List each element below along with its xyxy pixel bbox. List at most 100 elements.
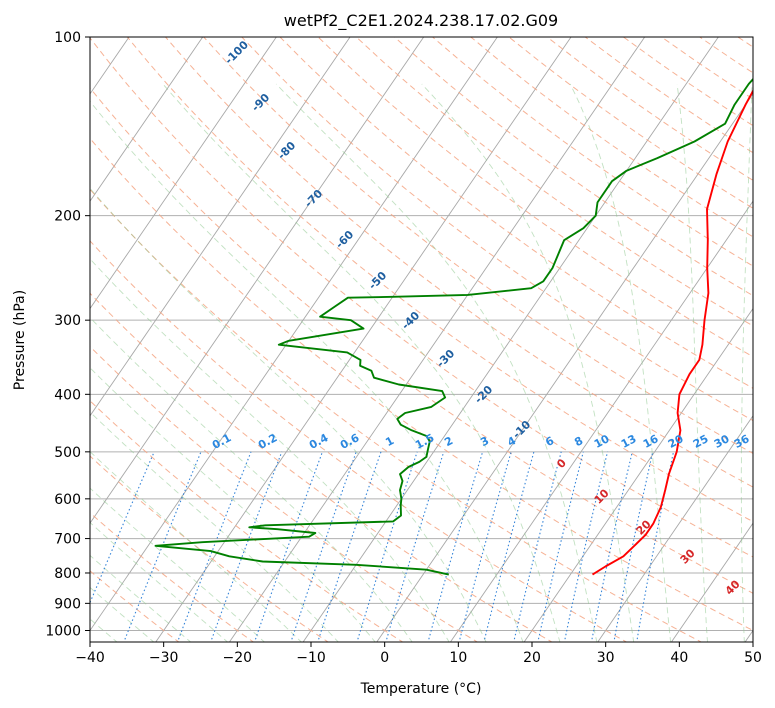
dry-adiabat-line — [699, 37, 753, 74]
isotherm-line — [90, 37, 204, 203]
dry-adiabat-label: -30 — [434, 347, 457, 370]
moist-adiabat-line — [90, 450, 302, 642]
dry-adiabat-line — [355, 37, 753, 327]
dry-adiabat-line — [546, 37, 753, 181]
dry-adiabat-line — [90, 512, 255, 642]
dry-adiabat-label: -20 — [472, 383, 495, 406]
mixing-ratio-line — [483, 451, 535, 642]
x-tick-label: 20 — [523, 650, 541, 666]
mixing-ratio-line — [176, 451, 252, 642]
moist-adiabat-line — [90, 316, 413, 642]
isotherm-line — [90, 37, 425, 524]
x-tick-label: 30 — [597, 650, 615, 666]
moist-adiabat-line — [569, 83, 672, 642]
y-tick-label: 500 — [54, 445, 81, 461]
mixing-ratio-label: 36 — [732, 432, 752, 451]
x-tick-label: 0 — [380, 650, 389, 666]
moist-adiabat-line — [90, 554, 192, 642]
mixing-ratio-label: 0.2 — [256, 431, 279, 452]
mixing-ratio-line — [253, 451, 323, 642]
isotherm-line — [90, 37, 351, 417]
mixing-ratio-lines — [90, 451, 675, 642]
y-tick-label: 400 — [54, 387, 81, 403]
mixing-ratio-label: 2 — [442, 434, 455, 449]
y-tick-label: 700 — [54, 532, 81, 548]
dry-adiabat-line — [90, 240, 628, 642]
mixing-ratio-line — [458, 451, 512, 642]
mixing-ratio-label: 1 — [383, 434, 396, 449]
mixing-ratio-label: 0.6 — [338, 431, 362, 452]
dry-adiabat-line — [623, 37, 753, 127]
sounding-profiles — [154, 77, 753, 576]
moist-adiabat-line — [421, 83, 635, 642]
moist-adiabat-line — [90, 521, 229, 642]
dry-adiabat-line — [90, 292, 553, 642]
moist-adiabats — [90, 83, 753, 642]
mixing-ratio-label: 0.4 — [307, 431, 331, 452]
mixing-ratio-label: 20 — [666, 432, 686, 451]
x-tick-label: −40 — [75, 650, 105, 666]
dry-adiabat-line — [279, 37, 753, 389]
isotherm-line — [155, 37, 572, 642]
dry-adiabat-label: -50 — [366, 269, 389, 292]
mixing-ratio-line — [513, 451, 562, 642]
dry-adiabat-line — [432, 37, 753, 267]
mixing-ratio-label: 30 — [712, 432, 732, 451]
dry-adiabat-line — [165, 37, 753, 488]
sounding-profile-line — [154, 77, 753, 576]
dry-adiabat-line — [90, 188, 703, 642]
mixing-ratio-line — [90, 451, 155, 605]
moist-adiabat-line — [275, 83, 598, 642]
dry-adiabat-line — [90, 87, 753, 594]
isotherm-line — [228, 37, 646, 642]
mixing-ratio-label: 0.1 — [210, 431, 233, 452]
isotherm-line — [449, 200, 753, 642]
dry-adiabat-line — [317, 37, 753, 358]
mixing-ratio-label: 25 — [691, 432, 711, 451]
y-tick-label: 100 — [54, 30, 81, 46]
dry-adiabat-label: 40 — [723, 577, 743, 597]
y-tick-label: 600 — [54, 492, 81, 508]
mixing-ratio-line — [317, 451, 382, 642]
dry-adiabat-line — [90, 37, 753, 558]
mixing-ratio-line — [427, 451, 484, 642]
mixing-ratio-line — [210, 451, 283, 642]
isobar-grid — [90, 37, 753, 631]
y-tick-label: 900 — [54, 596, 81, 612]
y-tick-label: 1000 — [45, 624, 81, 640]
dry-adiabat-label: -90 — [249, 91, 272, 114]
mixing-ratio-line — [385, 451, 445, 642]
dry-adiabat-line — [584, 37, 753, 154]
dry-adiabat-label: 0 — [554, 456, 569, 471]
moist-adiabat-line — [90, 258, 450, 642]
dry-adiabat-line — [394, 37, 753, 297]
x-tick-label: 10 — [449, 650, 467, 666]
dry-adiabat-line — [203, 37, 753, 454]
dry-adiabat-line — [90, 345, 479, 642]
mixing-ratio-line — [356, 451, 418, 642]
dry-adiabat-line — [90, 137, 753, 632]
dry-adiabats — [90, 37, 753, 642]
dry-adiabat-line — [126, 37, 753, 523]
mixing-ratio-label: 3 — [478, 434, 491, 449]
mixing-ratio-label: 16 — [641, 432, 661, 451]
dry-adiabat-label: 30 — [678, 546, 698, 566]
moist-adiabat-line — [740, 83, 753, 642]
mixing-ratio-label: 13 — [619, 432, 639, 451]
sounding-profile-line — [591, 88, 753, 576]
dry-adiabat-label: -100 — [222, 38, 251, 67]
mixing-ratio-label: 8 — [572, 434, 585, 449]
x-tick-label: 50 — [744, 650, 762, 666]
isotherm-line — [744, 629, 753, 642]
mixing-ratio-line — [563, 451, 609, 642]
mixing-ratio-line — [537, 451, 584, 642]
mixing-ratio-line — [123, 451, 202, 642]
dry-adiabat-label: -70 — [302, 187, 325, 210]
plot-area: -100-90-80-70-60-50-40-30-20-10010203040… — [90, 37, 753, 642]
y-axis-label: Pressure (hPa) — [12, 290, 28, 390]
mixing-ratio-label: 1.5 — [413, 431, 436, 452]
x-tick-label: −20 — [223, 650, 253, 666]
y-tick-label: 300 — [54, 313, 81, 329]
mixing-ratio-line — [590, 451, 633, 642]
y-axis-ticks: 100 200 300 400 500 600 700 800 900 1000 — [45, 30, 90, 640]
